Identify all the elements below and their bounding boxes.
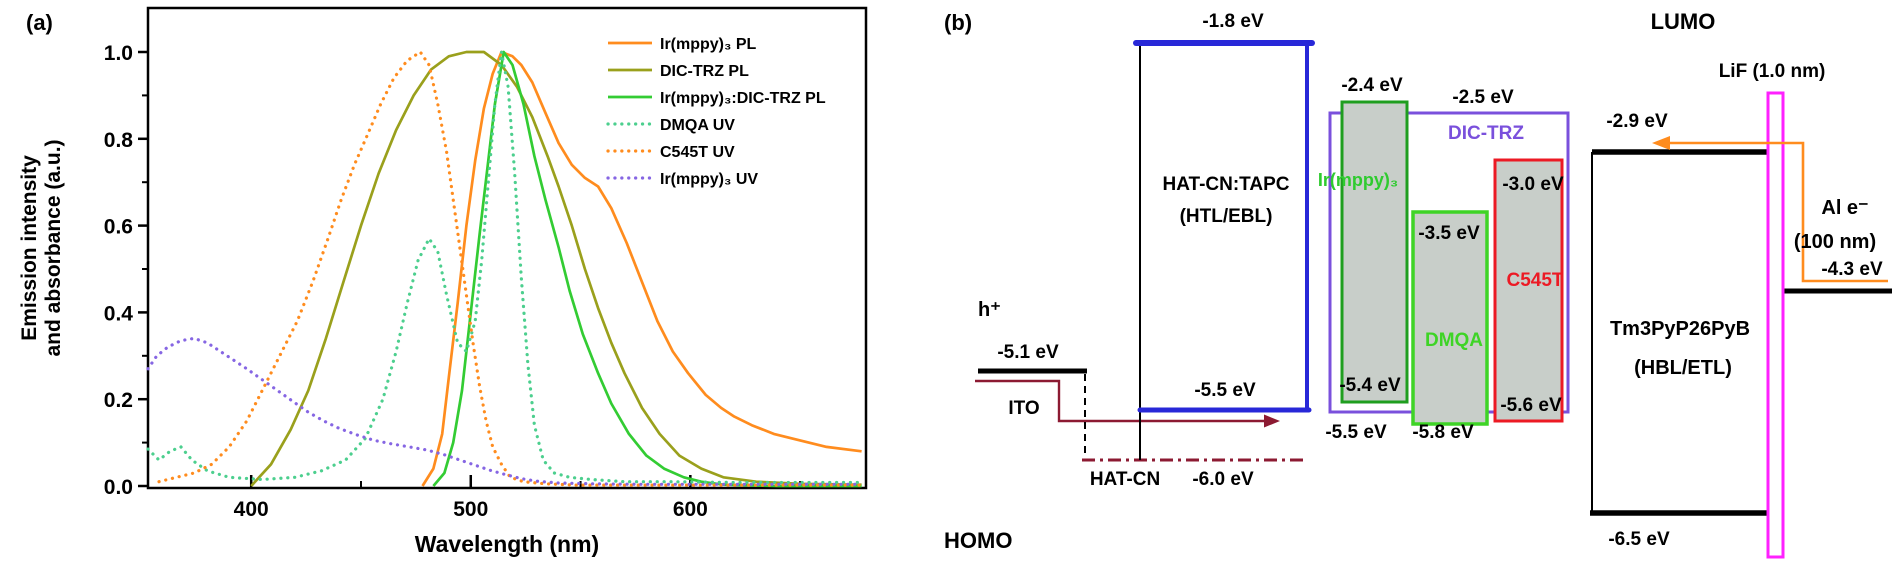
y-tick-label: 0.4 [104,302,134,325]
tm-homo-label: -6.5 eV [1608,529,1670,550]
y-tick-label: 0.0 [104,476,133,499]
hatcn-tapc-homo-label: -5.5 eV [1194,380,1256,401]
hatcn-tapc-lumo-label: -1.8 eV [1202,11,1264,32]
legend-label-3: DMQA UV [660,117,735,134]
x-tick-label: 600 [673,498,708,521]
legend-label-4: C545T UV [660,144,735,161]
dmqa-lumo-label: -3.5 eV [1418,223,1480,244]
dmqa-label: DMQA [1425,330,1483,351]
series-line-3 [146,50,864,485]
legend-label-5: Ir(mppy)₃ UV [660,171,758,188]
series-line-5 [146,336,864,486]
al-thickness-label: (100 nm) [1794,231,1876,253]
c545t-label: C545T [1506,270,1563,291]
hbl-etl-label: (HBL/ETL) [1634,357,1732,379]
hole-label: h⁺ [978,299,1001,321]
lumo-label: LUMO [1651,9,1716,34]
c545t-homo-label: -5.6 eV [1500,395,1562,416]
al-label: Al e⁻ [1821,197,1868,219]
al-energy-label: -4.3 eV [1821,259,1883,280]
panel-a: (a) 400 500 600 1.0 0.8 0.6 0.4 0.2 0.0 Ir(mppy)₃… [18,6,868,557]
tm-label: Tm3PyP26PyB [1610,318,1750,340]
hatcn-label: HAT-CN [1090,469,1160,490]
electron-arrowhead-icon [1652,136,1670,150]
series-line-1 [250,50,862,487]
y-tick-label: 0.2 [104,389,133,412]
y-tick-label: 0.6 [104,216,133,239]
homo-label: HOMO [944,528,1012,553]
ito-label: ITO [1008,398,1039,419]
hole-arrowhead-icon [1264,414,1280,428]
hatcn-energy-label: -6.0 eV [1192,469,1254,490]
htl-ebl-label: (HTL/EBL) [1180,206,1273,227]
legend-label-1: DIC-TRZ PL [660,63,749,80]
x-axis-title: Wavelength (nm) [415,531,599,557]
ito-energy-label: -5.1 eV [997,342,1059,363]
panel-b-label: (b) [944,10,972,35]
irmppy-homo-label: -5.4 eV [1339,375,1401,396]
c545t-lumo-label: -3.0 eV [1502,174,1564,195]
y-tick-label: 1.0 [104,42,133,65]
panel-b: (b) h⁺ -5.1 eV [944,9,1892,559]
series-line-2 [432,50,862,488]
irmppy-label: Ir(mppy)₃ [1318,170,1398,190]
irmppy-box [1340,100,1409,404]
dictrz-label: DIC-TRZ [1448,123,1524,144]
irmppy-lumo-label: -2.4 eV [1341,75,1403,96]
y-axis-title-line2: and absorbance (a.u.) [42,139,65,356]
hole-injection-path [975,379,1266,423]
dictrz-homo-label: -5.5 eV [1325,422,1387,443]
x-tick-label: 500 [453,498,488,521]
hatcn-tapc-label: HAT-CN:TAPC [1163,174,1290,195]
legend-label-2: Ir(mppy)₃:DIC-TRZ PL [660,90,826,107]
tm-lumo-label: -2.9 eV [1606,111,1668,132]
dmqa-homo-label: -5.8 eV [1412,422,1474,443]
lif-layer-rect [1766,91,1785,559]
y-axis-title-line1: Emission intensity [18,155,41,341]
series-line-4 [157,50,864,487]
x-tick-label: 400 [234,498,269,521]
c545t-box [1493,158,1564,423]
electron-injection-path [1669,141,1888,283]
dmqa-box [1411,210,1489,426]
plot-frame [146,6,868,490]
y-tick-label: 0.8 [104,129,134,152]
lif-label: LiF (1.0 nm) [1719,61,1826,82]
series-line-0 [421,50,862,487]
dictrz-lumo-label: -2.5 eV [1452,87,1514,108]
legend-label-0: Ir(mppy)₃ PL [660,36,757,53]
chart-layer: 400 500 600 1.0 0.8 0.6 0.4 0.2 0.0 Ir(mppy)₃ PL D… [104,36,864,521]
panel-a-label: (a) [26,10,53,35]
